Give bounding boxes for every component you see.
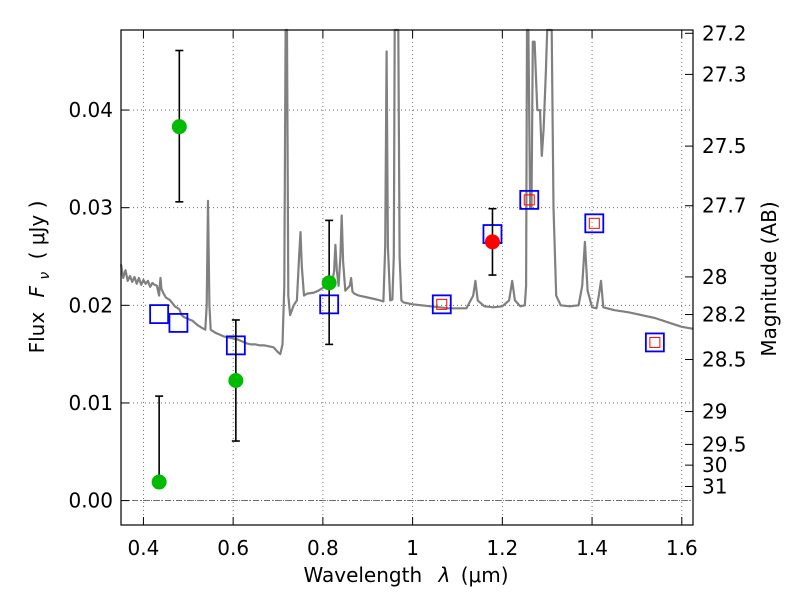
x-tick-label: 1.2 <box>486 536 518 560</box>
model-point <box>519 189 540 210</box>
model-point-inner <box>523 194 535 206</box>
x-axis-title: Wavelength λ (μm) <box>303 563 508 587</box>
y2-tick-label: 27.3 <box>702 62 747 86</box>
model-point-inner <box>588 217 600 229</box>
y-tick-label: 0.04 <box>68 98 113 122</box>
observed-point <box>171 119 187 135</box>
y2-tick-label: 30 <box>702 453 727 477</box>
y2-axis-title: Magnitude (AB) <box>757 201 781 356</box>
y-axis-title-symbol: F <box>25 285 49 297</box>
y2-tick-label: 29 <box>702 400 727 424</box>
y2-tick-label: 28.2 <box>702 303 747 327</box>
observed-layer <box>151 49 500 490</box>
y2-tick-label: 28.5 <box>702 347 747 371</box>
observed-point <box>321 275 337 291</box>
x-tick-label: 0.4 <box>128 536 160 560</box>
x-axis-title-unit: (μm) <box>461 563 509 587</box>
y-axis-title: Flux F ν ( μJy ) <box>25 201 54 354</box>
model-point <box>584 213 605 234</box>
y-axis-title-unit: ( μJy ) <box>25 201 49 260</box>
x-axis-title-text: Wavelength <box>303 563 422 587</box>
tick-layer: 0.4 0.6 0.8 1 1.2 1.4 1.6 0.00 0.01 0.02 0.03 0.04 2… <box>68 21 746 560</box>
plot-frame <box>120 29 694 526</box>
observed-point <box>484 234 500 250</box>
y-tick-label: 0.03 <box>68 196 113 220</box>
model-point-inner <box>649 336 661 348</box>
y-axis-title-text: Flux <box>25 312 49 354</box>
model-point <box>168 312 189 333</box>
y2-tick-label: 27.7 <box>702 194 747 218</box>
spectrum-layer <box>119 28 694 356</box>
x-tick-label: 0.8 <box>307 536 339 560</box>
template-spectrum-line <box>119 28 694 356</box>
x-tick-label: 1.4 <box>576 536 608 560</box>
y2-tick-label: 27.2 <box>702 21 747 45</box>
x-tick-label: 0.6 <box>217 536 249 560</box>
y2-tick-label: 28 <box>702 265 727 289</box>
model-point-inner <box>436 298 448 310</box>
y2-tick-label: 31 <box>702 474 727 498</box>
y-tick-label: 0.00 <box>68 489 113 513</box>
model-point <box>644 332 665 353</box>
y-tick-label: 0.02 <box>68 293 113 317</box>
y-tick-label: 0.01 <box>68 391 113 415</box>
x-tick-label: 1.6 <box>666 536 698 560</box>
observed-point <box>228 373 244 389</box>
observed-point <box>151 474 167 490</box>
y2-tick-label: 27.5 <box>702 134 747 158</box>
x-tick-label: 1 <box>406 536 419 560</box>
x-axis-title-symbol: λ <box>438 563 451 587</box>
y2-tick-label: 29.5 <box>702 432 747 456</box>
model-point <box>431 294 452 315</box>
model-point <box>149 304 170 325</box>
y-axis-title-subscript: ν <box>37 272 53 280</box>
